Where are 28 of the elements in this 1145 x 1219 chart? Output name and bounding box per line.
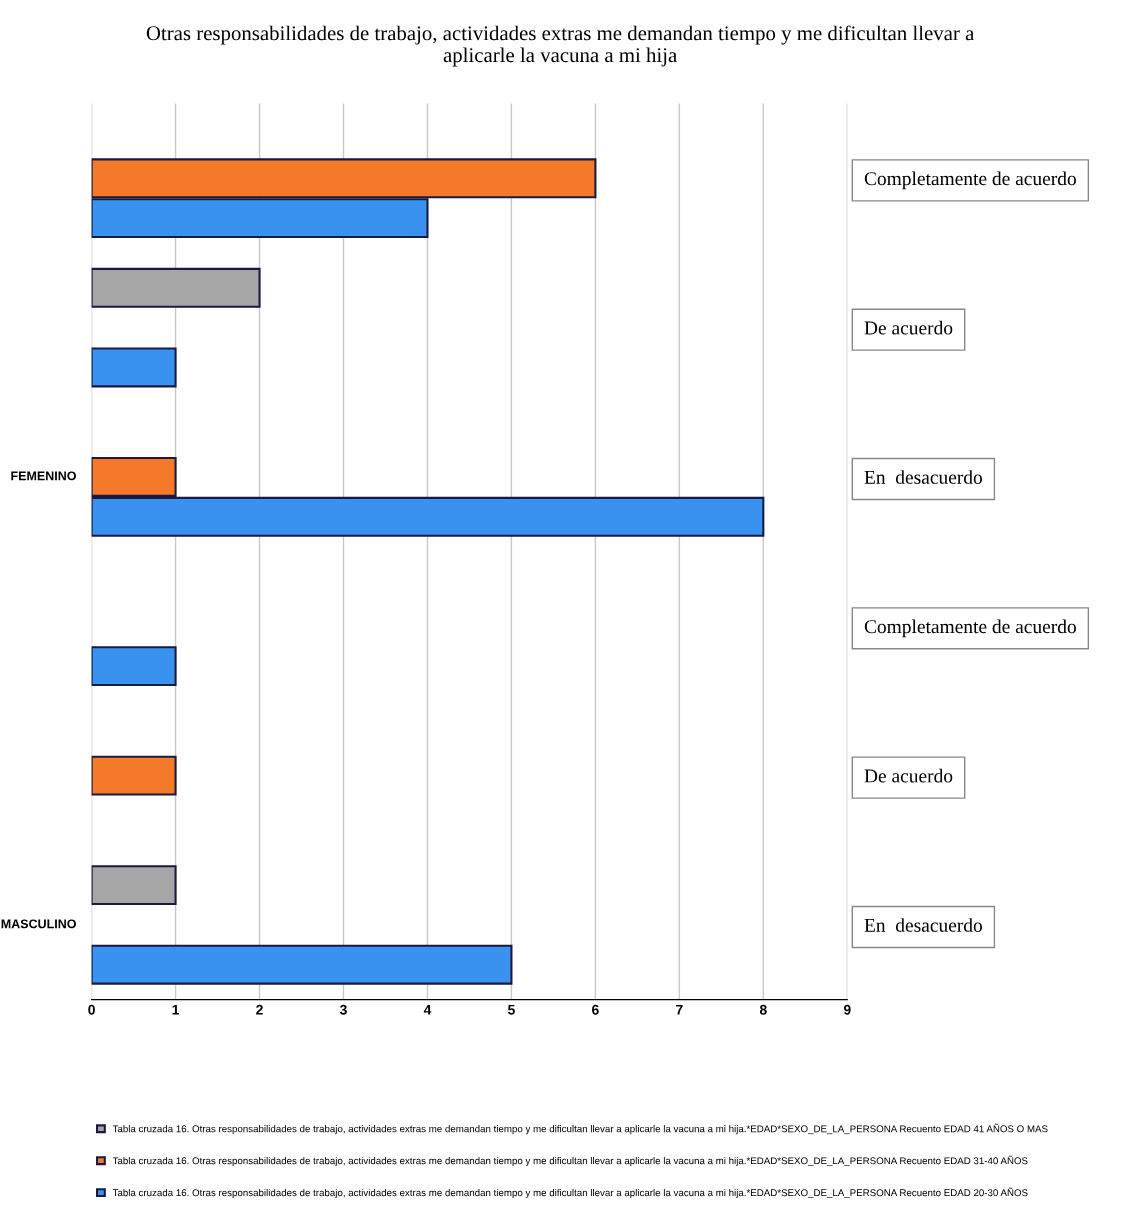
text: MASCULINO bbox=[1, 919, 76, 929]
x-tick-label: 2 bbox=[256, 1004, 263, 1015]
legend-label: Tabla cruzada 16. Otras responsabilidades de trabajo, actividades extras me demandan tiempo y me dificultan llevar a aplicarle la vacuna a mi hija.*EDAD*SEXO_DE_LA_PERSONA Recuento EDAD 20-30 AÑOS bbox=[112, 1187, 1028, 1199]
x-tick-label: 6 bbox=[592, 1004, 599, 1015]
bar bbox=[91, 347, 177, 388]
x-tick-label: 7 bbox=[676, 1004, 683, 1015]
bar bbox=[91, 646, 177, 687]
x-tick-label: 9 bbox=[843, 1004, 851, 1015]
bar bbox=[91, 755, 177, 796]
y-tick-label: Completamente de acuerdo bbox=[864, 171, 1076, 190]
y-tick-label: En desacuerdo bbox=[864, 918, 982, 932]
bar bbox=[91, 267, 261, 308]
x-tick-label: 3 bbox=[339, 1004, 347, 1015]
x-tick-label: 0 bbox=[88, 1004, 95, 1015]
text: FEMENINO bbox=[11, 471, 76, 481]
x-tick-label: 4 bbox=[423, 1004, 432, 1015]
x-tick-label: 5 bbox=[508, 1004, 515, 1015]
x-tick-label: 8 bbox=[759, 1004, 767, 1015]
y-tick-label: De acuerdo bbox=[864, 768, 953, 783]
y-tick-label: Completamente de acuerdo bbox=[864, 619, 1076, 638]
y-tick-label: En desacuerdo bbox=[864, 470, 982, 484]
chart-title: Otras responsabilidades de trabajo, actividades extras me demandan tiempo y me dificultan llevar a aplicarle la vacuna a mi hija bbox=[146, 25, 975, 67]
y-tick-label: De acuerdo bbox=[864, 320, 953, 335]
x-tick-label: 1 bbox=[172, 1004, 180, 1015]
legend-label: Tabla cruzada 16. Otras responsabilidades de trabajo, actividades extras me demandan tiempo y me dificultan llevar a aplicarle la vacuna a mi hija.*EDAD*SEXO_DE_LA_PERSONA Recuento EDAD 41 AÑOS O MAS bbox=[112, 1123, 1048, 1135]
bar bbox=[91, 944, 513, 985]
bar bbox=[91, 865, 177, 906]
legend-label: Tabla cruzada 16. Otras responsabilidades de trabajo, actividades extras me demandan tiempo y me dificultan llevar a aplicarle la vacuna a mi hija.*EDAD*SEXO_DE_LA_PERSONA Recuento EDAD 31-40 AÑOS bbox=[112, 1155, 1028, 1167]
